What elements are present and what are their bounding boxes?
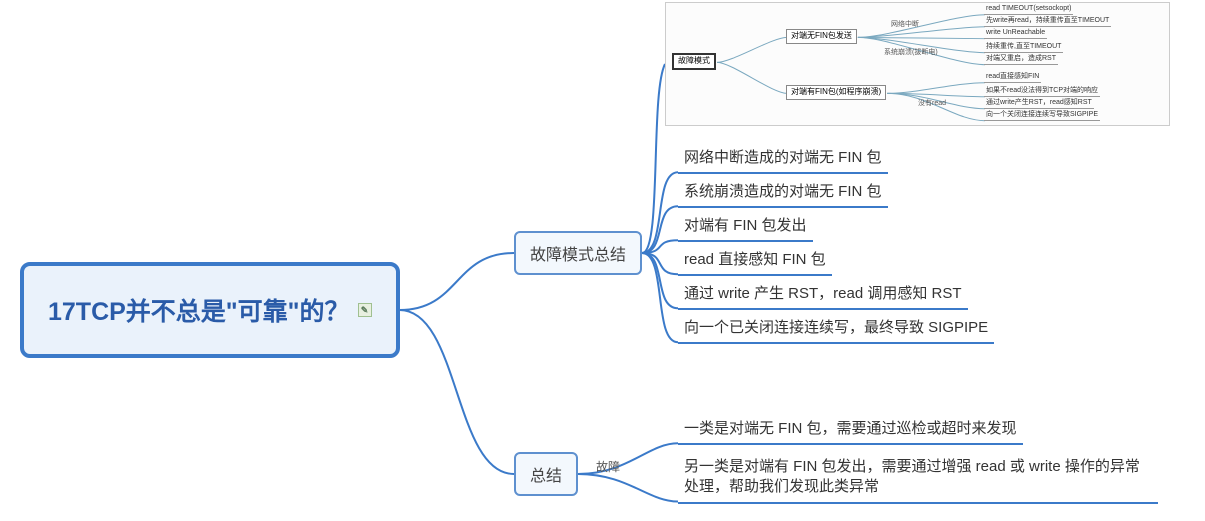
leaf-b1-5: 向一个已关闭连接连续写，最终导致 SIGPIPE	[678, 316, 994, 344]
thumb-leaf: write UnReachable	[984, 29, 1047, 39]
leaf-b1-1: 系统崩溃造成的对端无 FIN 包	[678, 180, 888, 208]
leaf-b2-1: 另一类是对端有 FIN 包发出，需要通过增强 read 或 write 操作的异…	[678, 455, 1158, 504]
thumb-box: 故障模式	[672, 53, 716, 70]
leaf-b1-4: 通过 write 产生 RST，read 调用感知 RST	[678, 282, 968, 310]
thumb-leaf: read直接感知FIN	[984, 73, 1041, 83]
thumb-leaf: 通过write产生RST，read感知RST	[984, 99, 1094, 109]
leaf-b2-0: 一类是对端无 FIN 包，需要通过巡检或超时来发现	[678, 417, 1023, 445]
thumb-leaf: 如果不read没法得到TCP对端的响应	[984, 87, 1100, 97]
thumb-label: 系统崩溃(拔断电)	[884, 47, 938, 57]
thumb-box: 对端有FIN包(如程序崩溃)	[786, 85, 886, 100]
root-node: 17TCP并不总是"可靠"的？ ✎	[20, 262, 400, 358]
root-text: 17TCP并不总是"可靠"的？	[48, 292, 350, 328]
branch-label: 故障模式总结	[530, 247, 626, 264]
thumb-leaf: 持续重传,直至TIMEOUT	[984, 43, 1063, 53]
leaf-b1-3: read 直接感知 FIN 包	[678, 248, 832, 276]
thumb-leaf: 对端又重启，造成RST	[984, 55, 1058, 65]
thumb-box: 对端无FIN包发送	[786, 29, 857, 44]
branch-label: 总结	[530, 468, 562, 485]
thumb-leaf: 向一个关闭连接连续写导致SIGPIPE	[984, 111, 1100, 121]
leaf-b1-2: 对端有 FIN 包发出	[678, 214, 813, 242]
branch-conclusion: 总结	[514, 452, 578, 496]
leaf-b1-0: 网络中断造成的对端无 FIN 包	[678, 146, 888, 174]
note-icon: ✎	[358, 303, 372, 317]
thumbnail-diagram: 故障模式 对端无FIN包发送对端有FIN包(如程序崩溃) 网络中断系统崩溃(拔断电)…	[665, 2, 1170, 126]
thumb-label: 网络中断	[891, 19, 919, 29]
branch-failure-summary: 故障模式总结	[514, 231, 642, 275]
branch-mid-label: 故障	[596, 458, 620, 475]
thumb-leaf: read TIMEOUT(setsockopt)	[984, 5, 1073, 15]
thumb-label: 没有read	[918, 98, 946, 108]
thumb-leaf: 先write再read，持续重传直至TIMEOUT	[984, 17, 1111, 27]
